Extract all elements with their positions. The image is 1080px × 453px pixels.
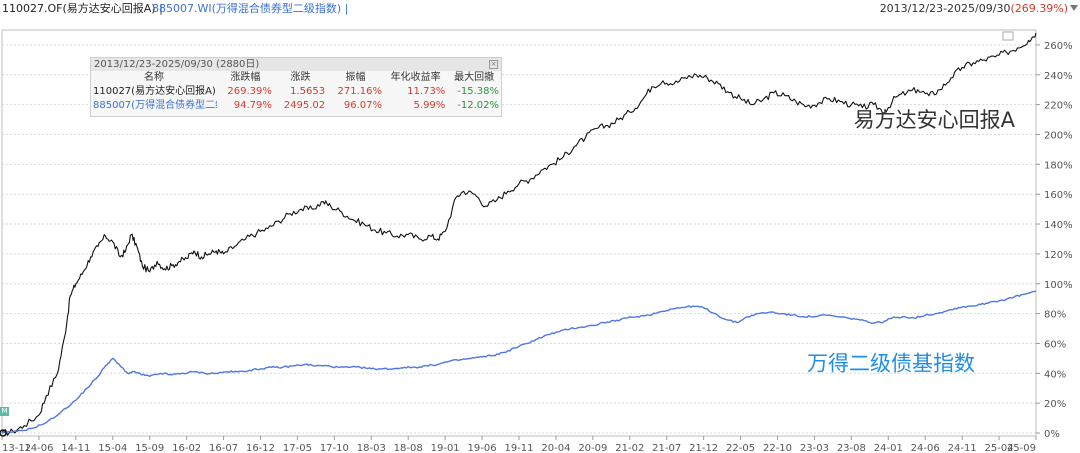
x-tick-label: 24-11 xyxy=(948,443,977,453)
stats-table: 名称 涨跌幅 涨跌 振幅 年化收益率 最大回撤 110027(易方达安心回报A)… xyxy=(91,71,501,113)
x-tick-label: 16-07 xyxy=(209,443,238,453)
start-marker xyxy=(0,429,7,437)
x-tick-label: 21-07 xyxy=(652,443,681,453)
table-row[interactable]: 110027(易方达安心回报A) 269.39% 1.5653 271.16% … xyxy=(91,85,501,99)
x-tick-label: 19-11 xyxy=(504,443,533,453)
col-header: 年化收益率 xyxy=(390,72,441,83)
row-amplitude: 271.16% xyxy=(337,86,382,97)
stats-panel: 2013/12/23-2025/09/30 (2880日) × 名称 涨跌幅 涨… xyxy=(90,57,502,117)
y-tick-label: 40% xyxy=(1044,369,1066,380)
y-tick-label: 120% xyxy=(1044,250,1073,261)
dropdown-triangle-icon[interactable] xyxy=(1070,5,1078,11)
row-drawdown: -12.02% xyxy=(457,100,499,111)
x-tick-label: 13-12 xyxy=(2,443,31,453)
table-row[interactable]: 885007(万得混合债券型二级指数) 94.79% 2495.02 96.07… xyxy=(91,99,501,113)
col-header: 最大回撤 xyxy=(454,72,495,83)
col-header: 涨跌 xyxy=(290,72,311,83)
row-annual: 5.99% xyxy=(413,100,446,111)
row-change: 1.5653 xyxy=(290,86,326,97)
x-tick-label: 20-04 xyxy=(541,443,570,453)
x-tick-label: 24-01 xyxy=(874,443,903,453)
series2-title[interactable]: 885007.WI(万得混合债券型二级指数) | xyxy=(152,2,349,15)
y-tick-label: 0% xyxy=(1044,429,1060,440)
row-drawdown: -15.38% xyxy=(457,86,499,97)
x-tick-label: 21-12 xyxy=(689,443,718,453)
x-tick-label: 25-09 xyxy=(1007,443,1036,453)
index-series-line xyxy=(1,290,1037,434)
fund-series-label: 易方达安心回报A xyxy=(854,108,1016,132)
x-tick-label: 20-09 xyxy=(578,443,607,453)
x-tick-label: 22-10 xyxy=(763,443,792,453)
marker-tag[interactable]: M xyxy=(0,407,9,416)
x-tick-label: 25-04 xyxy=(985,443,1014,453)
chart-header: 110027.OF(易方达安心回报A) | 885007.WI(万得混合债券型二… xyxy=(0,0,1080,18)
x-tick-label: 23-03 xyxy=(800,443,829,453)
x-tick-label: 18-08 xyxy=(394,443,423,453)
row-change: 2495.02 xyxy=(283,100,326,111)
stats-panel-title: 2013/12/23-2025/09/30 (2880日) × xyxy=(91,58,501,71)
x-tick-label: 19-06 xyxy=(468,443,497,453)
y-tick-label: 200% xyxy=(1044,130,1073,141)
x-tick-label: 22-05 xyxy=(726,443,755,453)
close-icon[interactable]: × xyxy=(489,60,498,69)
x-tick-label: 15-04 xyxy=(98,443,127,453)
x-tick-label: 18-03 xyxy=(357,443,386,453)
y-tick-label: 140% xyxy=(1044,220,1073,231)
x-tick-label: 23-08 xyxy=(837,443,866,453)
row-change-pct: 269.39% xyxy=(227,86,272,97)
y-tick-label: 240% xyxy=(1044,71,1073,82)
y-tick-label: 160% xyxy=(1044,190,1073,201)
series1-title[interactable]: 110027.OF(易方达安心回报A) | xyxy=(2,2,163,15)
y-tick-label: 220% xyxy=(1044,101,1073,112)
x-tick-label: 21-02 xyxy=(615,443,644,453)
x-tick-label: 16-12 xyxy=(246,443,275,453)
x-tick-label: 24-06 xyxy=(911,443,940,453)
x-tick-label: 15-09 xyxy=(135,443,164,453)
x-tick-label: 14-06 xyxy=(24,443,53,453)
range-readout: 2013/12/23-2025/09/30(269.39%) xyxy=(879,2,1068,15)
y-tick-label: 180% xyxy=(1044,160,1073,171)
y-tick-label: 100% xyxy=(1044,280,1073,291)
y-tick-label: 260% xyxy=(1044,41,1073,52)
restore-icon xyxy=(1002,31,1014,41)
col-header: 名称 xyxy=(144,72,164,83)
x-tick-label: 16-02 xyxy=(172,443,201,453)
row-name: 110027(易方达安心回报A) xyxy=(93,86,216,97)
index-series-label: 万得二级债基指数 xyxy=(807,351,975,375)
x-tick-label: 17-10 xyxy=(320,443,349,453)
row-amplitude: 96.07% xyxy=(343,100,382,111)
x-tick-label: 17-05 xyxy=(283,443,312,453)
col-header: 振幅 xyxy=(345,72,366,83)
y-tick-label: 80% xyxy=(1044,310,1066,321)
x-tick-label: 14-11 xyxy=(61,443,90,453)
x-tick-label: 19-01 xyxy=(431,443,460,453)
row-annual: 11.73% xyxy=(407,86,446,97)
row-name: 885007(万得混合债券型二级指数) xyxy=(93,100,217,111)
y-tick-label: 60% xyxy=(1044,339,1066,350)
y-tick-label: 20% xyxy=(1044,399,1066,410)
row-change-pct: 94.79% xyxy=(233,100,272,111)
col-header: 涨跌幅 xyxy=(230,72,261,83)
fund-series-line xyxy=(1,32,1037,436)
